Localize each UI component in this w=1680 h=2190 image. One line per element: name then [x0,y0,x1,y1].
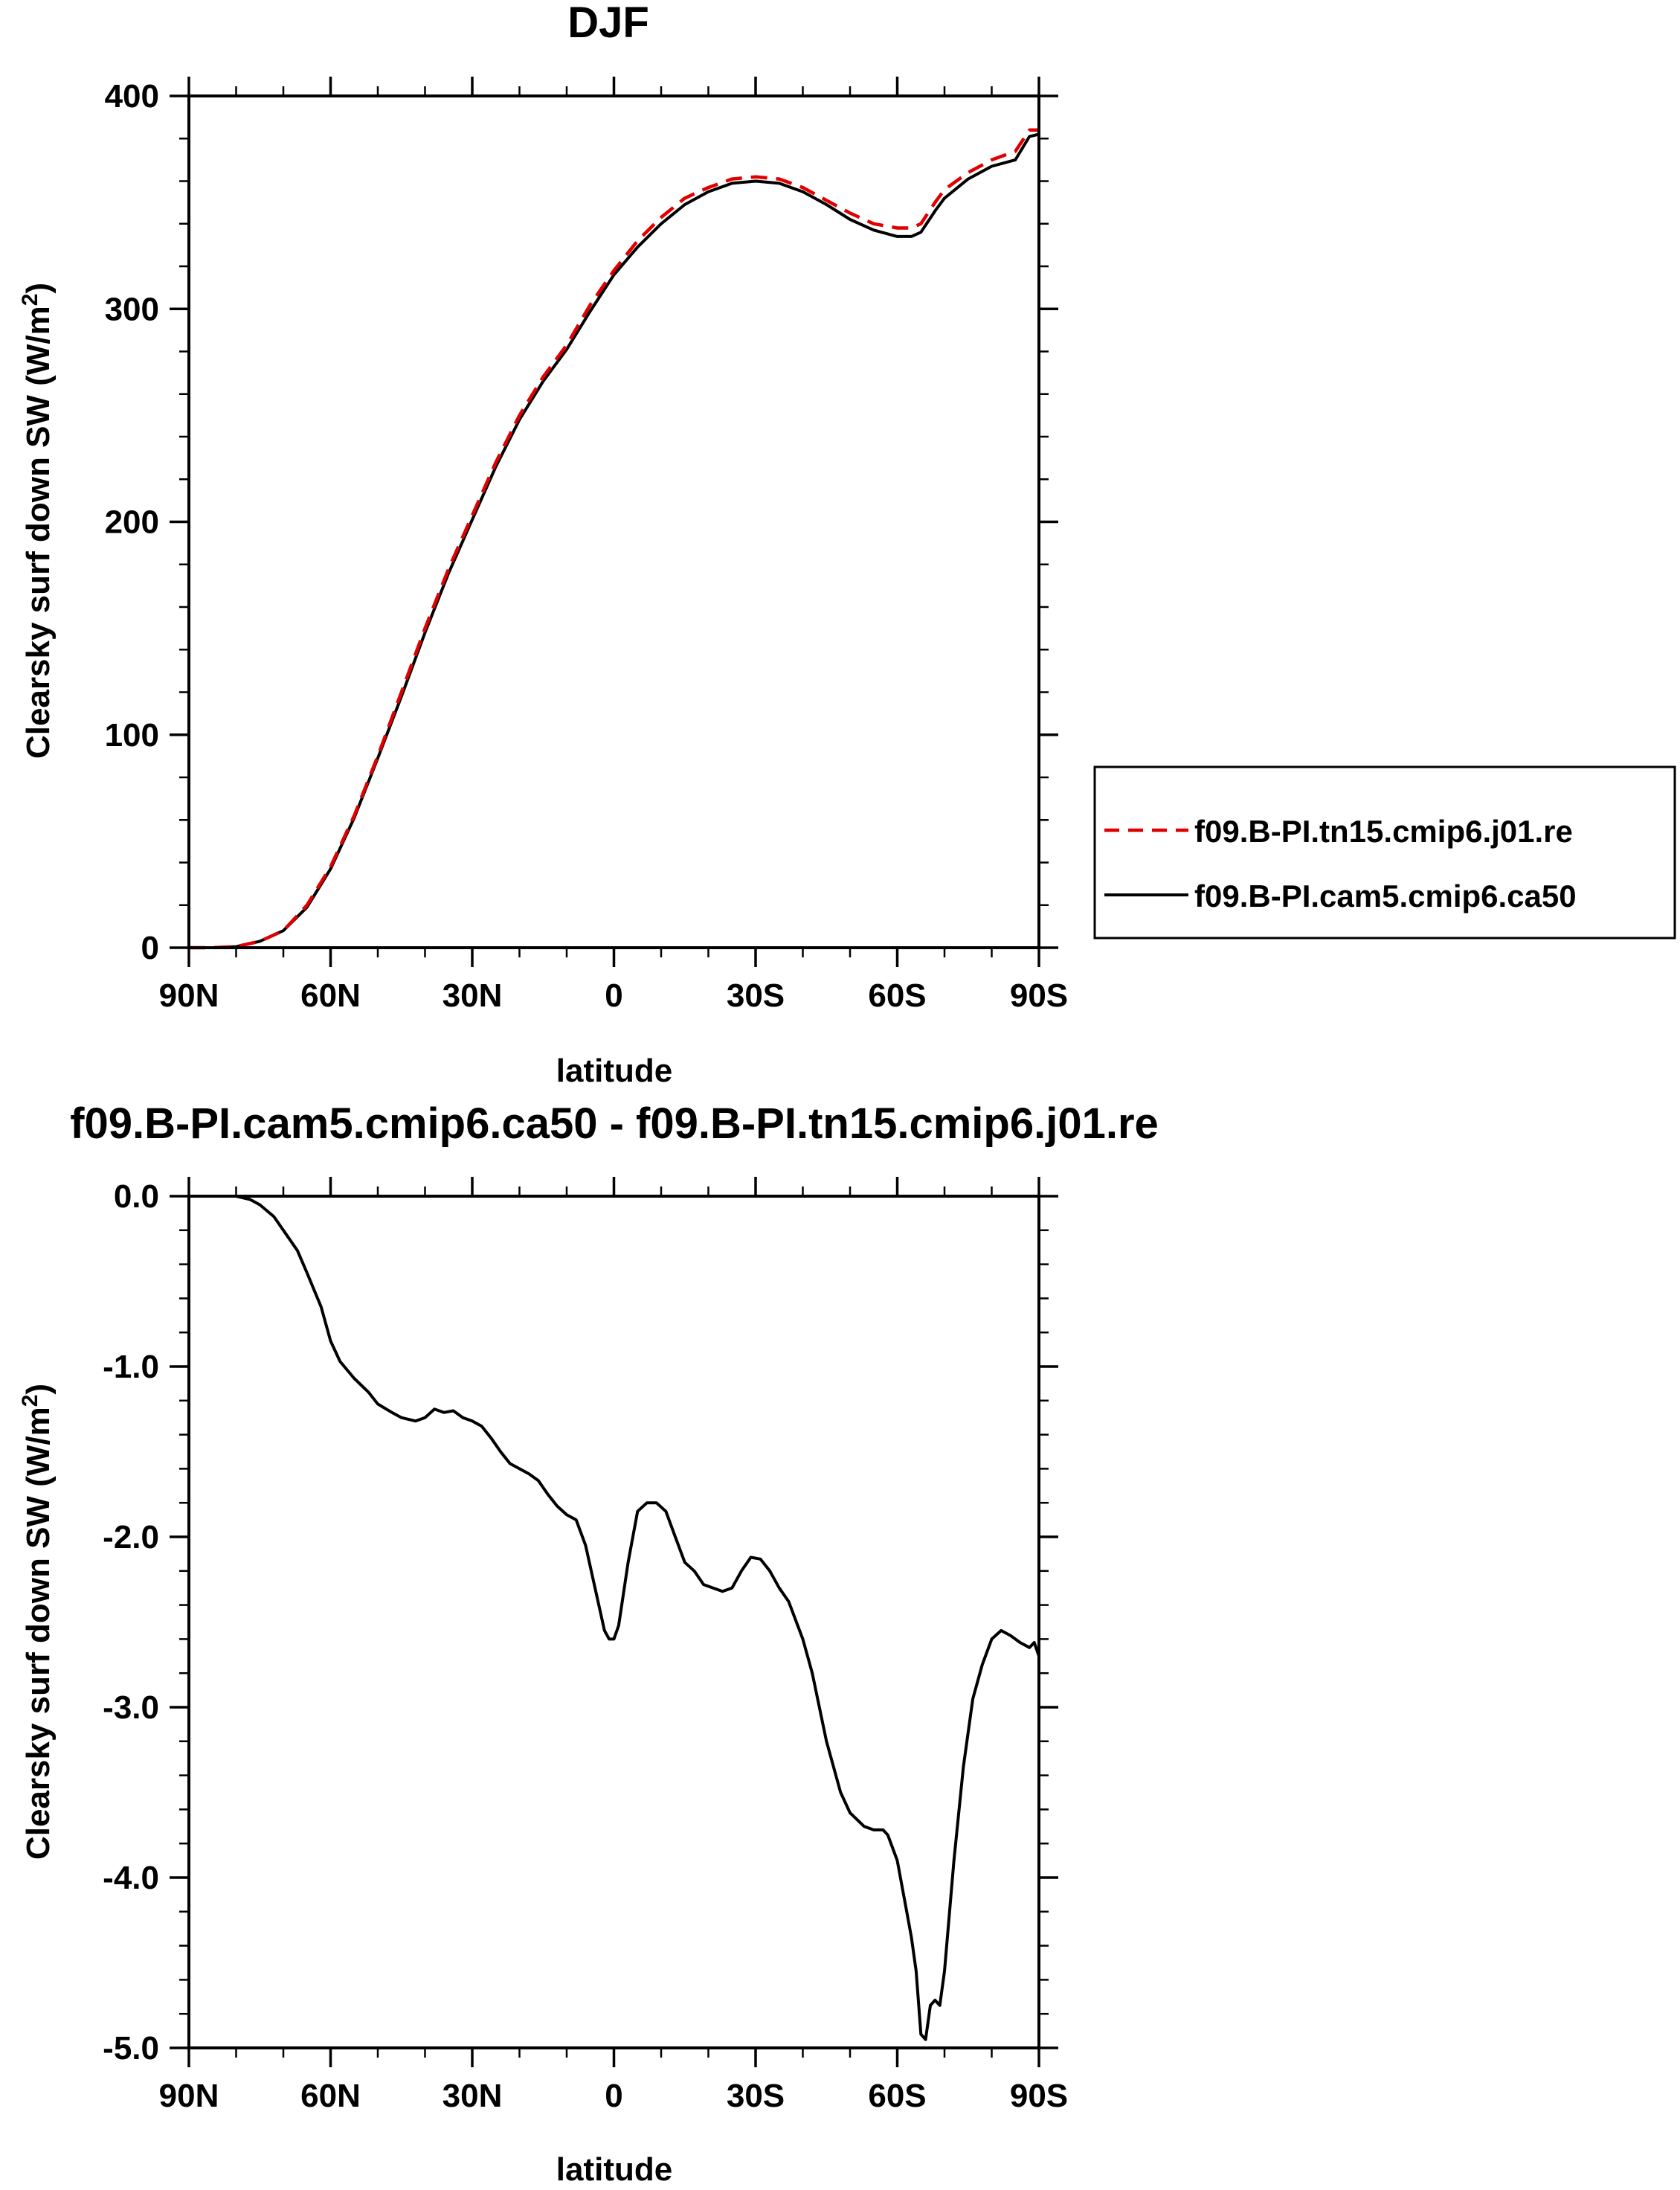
top-y-tick-label: 0 [141,930,159,966]
bottom-x-tick-label: 60S [868,2078,926,2114]
top-y-tick-label: 400 [105,78,159,115]
top-x-tick-label: 60S [868,977,926,1014]
top-series-line-1 [187,132,1040,949]
bottom-y-tick-label: -3.0 [103,1689,159,1726]
bottom-chart-y-ticks: 0.0 -1.0 -2.0 -3.0 -4.0 -5.0 [103,1178,1058,2067]
top-x-tick-label: 90S [1010,977,1068,1014]
bottom-chart-y-axis-label: Clearsky surf down SW (W/m2) [18,1384,57,1860]
bottom-y-tick-label: -5.0 [103,2030,159,2067]
top-chart-legend: f09.B-PI.tn15.cmip6.j01.re f09.B-PI.cam5… [1093,765,1676,940]
bottom-x-tick-label: 0 [605,2078,622,2114]
legend-label-ca50: f09.B-PI.cam5.cmip6.ca50 [1194,879,1577,913]
legend-box [1093,765,1676,940]
bottom-chart-x-ticks: 90N 60N 30N 0 30S 60S 90S [159,1177,1068,2114]
bottom-x-tick-label: 90N [159,2078,219,2114]
top-y-tick-label: 100 [105,717,159,754]
bottom-chart-panel: f09.B-PI.cam5.cmip6.ca50 - f09.B-PI.tn15… [18,1099,1159,2188]
top-x-tick-label: 30N [442,977,503,1014]
top-chart-series [187,128,1040,950]
bottom-series-line-0 [187,1195,1040,2041]
bottom-x-tick-label: 30S [727,2078,785,2114]
bottom-chart-title: f09.B-PI.cam5.cmip6.ca50 - f09.B-PI.tn15… [70,1099,1159,1148]
top-chart-x-ticks: 90N 60N 30N 0 30S 60S 90S [159,77,1068,1014]
top-series-line-0 [189,128,1039,950]
top-x-tick-label: 0 [605,977,622,1014]
top-chart-plot-frame [187,94,1040,949]
bottom-y-tick-label: 0.0 [114,1178,159,1215]
top-chart-y-ticks: 0 100 200 300 400 [105,78,1058,966]
top-chart-title: DJF [567,0,649,47]
top-chart-x-axis-label: latitude [556,1053,672,1089]
top-x-tick-label: 90N [159,977,219,1014]
bottom-y-tick-label: -1.0 [103,1349,159,1385]
top-x-tick-label: 30S [727,977,785,1014]
bottom-x-tick-label: 90S [1010,2078,1068,2114]
top-chart-y-axis-label: Clearsky surf down SW (W/m2) [18,283,57,759]
bottom-y-tick-label: -4.0 [103,1860,159,1896]
bottom-chart-x-axis-label: latitude [556,2151,672,2188]
legend-label-tn15: f09.B-PI.tn15.cmip6.j01.re [1194,814,1573,849]
bottom-chart-plot-frame [187,1195,1040,2049]
top-x-tick-label: 60N [300,977,361,1014]
top-y-tick-label: 200 [105,504,159,541]
bottom-x-tick-label: 60N [300,2078,361,2114]
top-y-tick-label: 300 [105,291,159,327]
bottom-y-tick-label: -2.0 [103,1519,159,1555]
top-chart-panel: DJF 0 100 200 300 400 90N 60N 30N 0 30S 60S 90S la… [18,0,1676,1089]
bottom-chart-series [187,1195,1040,2041]
bottom-x-tick-label: 30N [442,2078,503,2114]
